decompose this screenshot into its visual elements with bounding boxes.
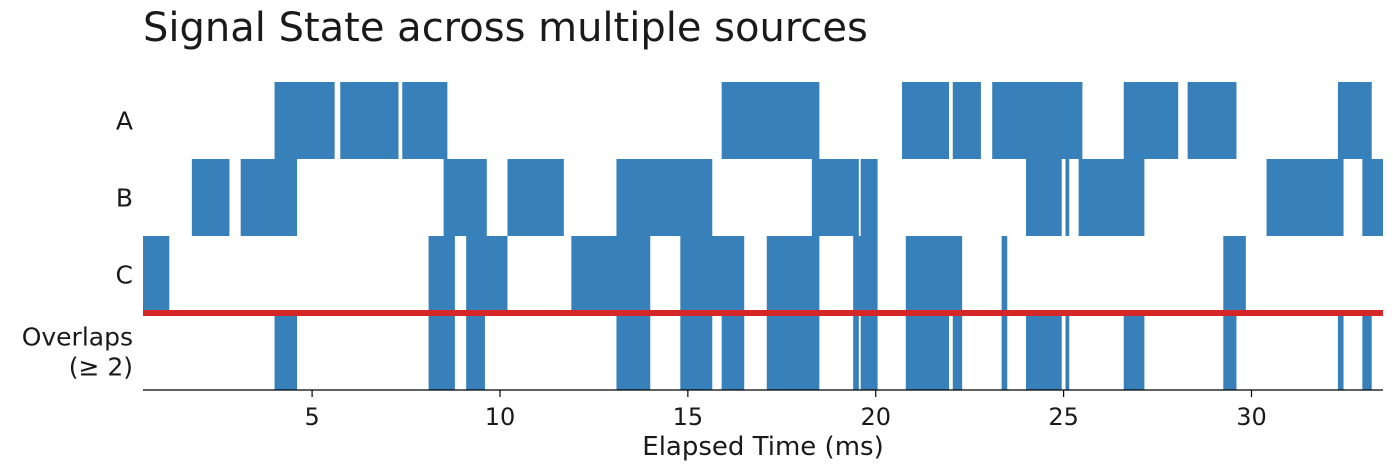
x-axis-label: Elapsed Time (ms) [642, 432, 883, 462]
x-tick-label-15: 15 [673, 403, 704, 431]
bar-b-2 [443, 159, 487, 236]
bar-overlaps-2-2 [466, 313, 485, 390]
bar-overlaps-2-3 [616, 313, 651, 390]
lane-overlaps-2 [274, 313, 1372, 390]
bar-overlaps-2-10 [952, 313, 963, 390]
lane-label-b: B [116, 184, 133, 213]
bar-a-1 [340, 82, 399, 159]
bar-c-3 [571, 236, 651, 313]
bar-a-5 [952, 82, 981, 159]
x-tick-label-5: 5 [304, 403, 319, 431]
bar-c-0 [143, 236, 170, 313]
bar-overlaps-2-16 [1337, 313, 1344, 390]
bar-a-9 [1337, 82, 1372, 159]
bar-b-6 [860, 159, 878, 236]
bar-overlaps-2-11 [1001, 313, 1008, 390]
bar-b-0 [191, 159, 230, 236]
lanes [143, 82, 1383, 390]
x-tick-label-20: 20 [860, 403, 891, 431]
bar-c-9 [1223, 236, 1246, 313]
bar-c-4 [680, 236, 745, 313]
x-tick-label-10: 10 [485, 403, 516, 431]
bar-c-8 [1001, 236, 1008, 313]
bar-overlaps-2-4 [680, 313, 713, 390]
bar-overlaps-2-1 [428, 313, 455, 390]
bar-overlaps-2-12 [1026, 313, 1062, 390]
bar-overlaps-2-17 [1362, 313, 1372, 390]
bar-c-7 [905, 236, 963, 313]
bar-a-6 [992, 82, 1083, 159]
bar-overlaps-2-13 [1065, 313, 1070, 390]
bar-overlaps-2-6 [766, 313, 820, 390]
bar-overlaps-2-0 [274, 313, 298, 390]
x-tick-label-30: 30 [1236, 403, 1267, 431]
bar-a-7 [1123, 82, 1179, 159]
bar-overlaps-2-14 [1123, 313, 1145, 390]
bar-b-7 [1026, 159, 1062, 236]
bar-overlaps-2-15 [1223, 313, 1237, 390]
lane-label-a: A [116, 107, 133, 136]
bar-b-1 [240, 159, 298, 236]
x-axis: 5 10 15 20 25 30 [143, 389, 1383, 431]
bar-a-4 [902, 82, 949, 159]
bar-a-8 [1187, 82, 1237, 159]
bar-c-6 [853, 236, 878, 313]
bar-b-11 [1362, 159, 1383, 236]
bar-overlaps-2-9 [905, 313, 949, 390]
bar-b-10 [1266, 159, 1344, 236]
bar-overlaps-2-5 [721, 313, 745, 390]
lane-labels: A B C Overlaps (≥ 2) [22, 107, 133, 382]
lane-c [143, 236, 1246, 313]
lane-label-c: C [116, 261, 133, 290]
x-tick-label-25: 25 [1048, 403, 1079, 431]
bar-b-9 [1078, 159, 1145, 236]
bar-b-3 [507, 159, 564, 236]
bar-c-1 [428, 236, 455, 313]
bar-overlaps-2-8 [860, 313, 878, 390]
bar-c-5 [766, 236, 820, 313]
lane-label-overlaps-2: Overlaps (≥ 2) [22, 323, 133, 382]
bar-a-3 [721, 82, 820, 159]
bar-b-4 [616, 159, 713, 236]
bar-overlaps-2-7 [853, 313, 859, 390]
bar-b-5 [811, 159, 859, 236]
lane-a [274, 82, 1372, 159]
chart-title: Signal State across multiple sources [143, 5, 868, 51]
bar-b-8 [1065, 159, 1070, 236]
lane-b [191, 159, 1383, 236]
bar-a-0 [274, 82, 335, 159]
bar-a-2 [402, 82, 448, 159]
bar-c-2 [466, 236, 508, 313]
